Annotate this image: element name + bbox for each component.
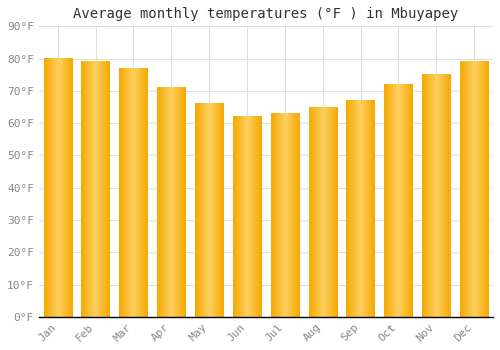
Bar — [346, 100, 375, 317]
Bar — [308, 107, 337, 317]
Bar — [460, 62, 488, 317]
Bar — [157, 88, 186, 317]
Bar — [44, 58, 72, 317]
Bar — [384, 84, 412, 317]
Bar — [270, 113, 299, 317]
Title: Average monthly temperatures (°F ) in Mbuyapey: Average monthly temperatures (°F ) in Mb… — [74, 7, 458, 21]
Bar — [119, 68, 148, 317]
Bar — [82, 62, 110, 317]
Bar — [422, 75, 450, 317]
Bar — [195, 104, 224, 317]
Bar — [233, 117, 261, 317]
